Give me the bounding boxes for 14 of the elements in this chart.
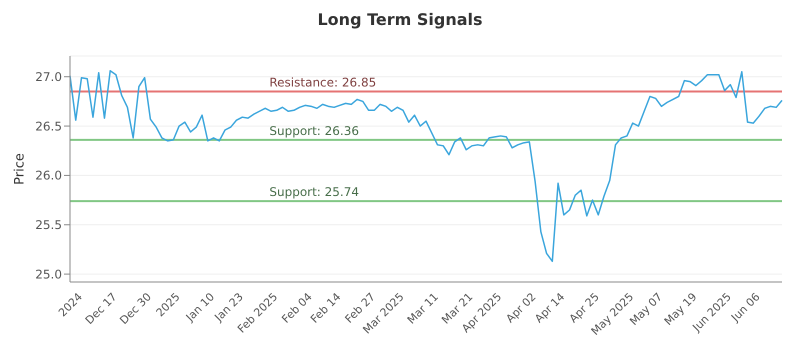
ref-line-label: Resistance: 26.85 [269,76,376,90]
x-tick-label: Dec 30 [117,290,154,327]
x-tick-label: Mar 11 [404,290,442,327]
ref-line-label: Support: 26.36 [269,124,360,138]
y-axis-title: Price [12,153,28,185]
ref-line-label: Support: 25.74 [269,185,360,200]
y-tick-label: 25.0 [35,267,62,282]
y-tick-label: 25.5 [35,218,62,232]
chart-title: Long Term Signals [316,10,484,29]
line-series [69,70,783,262]
y-tick-label: 26.5 [35,119,62,134]
y-tick-label: 27.0 [35,70,62,84]
x-tick-label: Dec 17 [82,290,120,327]
y-tick-label: 26.0 [35,168,62,183]
